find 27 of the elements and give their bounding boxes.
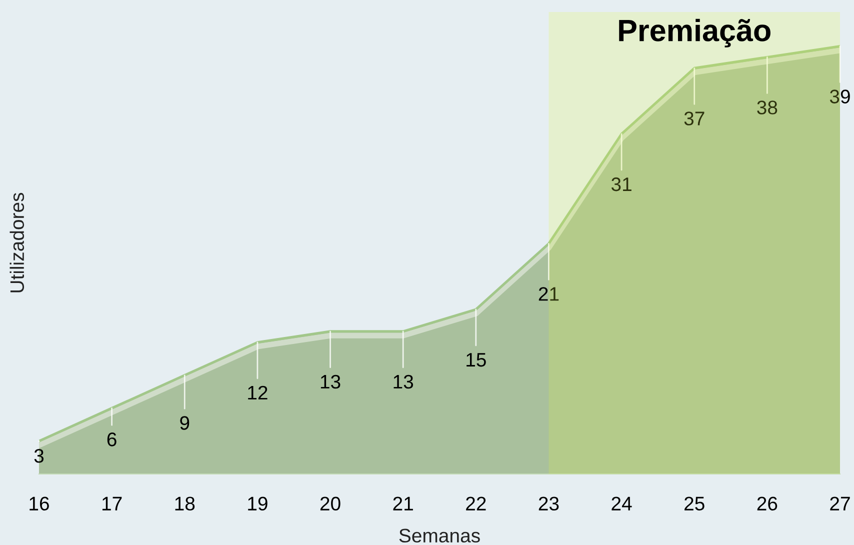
- data-label: 9: [180, 416, 190, 430]
- x-tick-label: 26: [757, 496, 778, 511]
- x-tick-label: 24: [612, 496, 632, 510]
- x-axis-title: Semanas: [399, 528, 480, 543]
- data-label: 12: [248, 386, 268, 400]
- data-label: 15: [466, 353, 486, 367]
- x-tick-label: 22: [466, 496, 486, 510]
- x-tick-label: 20: [320, 496, 340, 511]
- x-tick-label: 17: [102, 496, 122, 510]
- x-tick-label: 16: [30, 496, 49, 511]
- data-label: 6: [107, 432, 116, 446]
- x-tick-label: 25: [684, 496, 704, 511]
- data-label: 21: [538, 287, 559, 301]
- data-label: 31: [611, 177, 632, 192]
- data-label: 13: [320, 374, 340, 389]
- band-label: Premiação: [619, 18, 770, 48]
- data-label: 3: [34, 449, 44, 463]
- x-tick-label: 21: [393, 496, 413, 510]
- x-tick-label: 19: [248, 496, 268, 511]
- data-label: 39: [830, 90, 850, 104]
- x-tick-label: 27: [830, 496, 850, 510]
- y-axis-title: Utilizadores: [10, 192, 24, 292]
- x-tick-label: 18: [175, 496, 195, 511]
- x-tick-label: 23: [538, 496, 559, 511]
- data-label: 38: [757, 100, 778, 114]
- data-label: 13: [394, 374, 414, 389]
- data-label: 37: [684, 112, 704, 126]
